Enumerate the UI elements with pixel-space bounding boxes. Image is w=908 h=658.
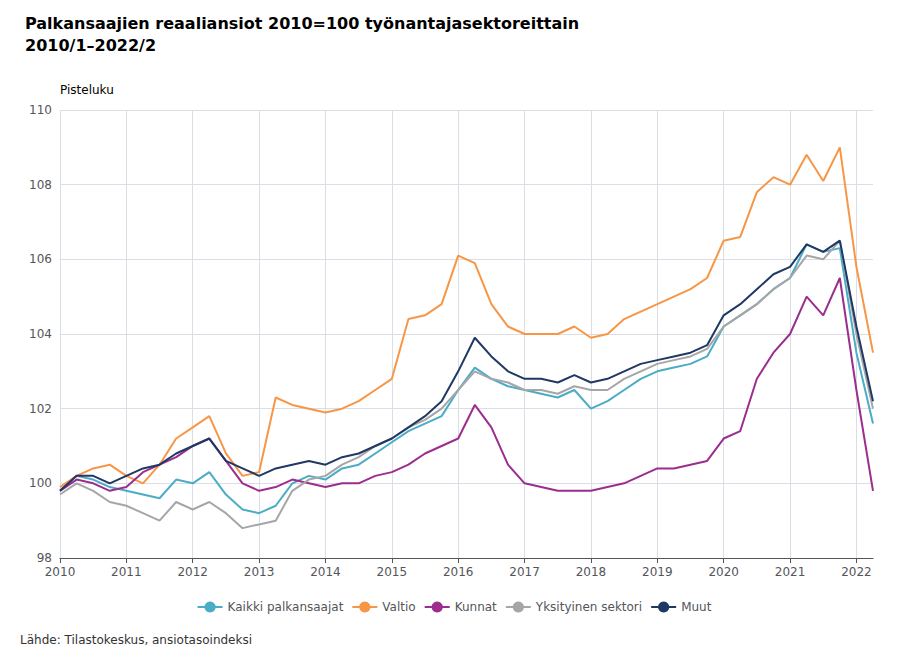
- svg-text:2016: 2016: [443, 565, 474, 579]
- svg-text:Valtio: Valtio: [382, 600, 415, 614]
- svg-text:2010: 2010: [45, 565, 76, 579]
- svg-text:2022: 2022: [841, 565, 872, 579]
- svg-text:Yksityinen sektori: Yksityinen sektori: [535, 600, 642, 614]
- svg-text:2015: 2015: [377, 565, 408, 579]
- svg-text:2020: 2020: [708, 565, 739, 579]
- svg-text:Pisteluku: Pisteluku: [60, 83, 114, 97]
- svg-text:Palkansaajien reaaliansiot 201: Palkansaajien reaaliansiot 2010=100 työn…: [25, 14, 579, 33]
- svg-text:Kunnat: Kunnat: [455, 600, 497, 614]
- svg-text:102: 102: [29, 402, 52, 416]
- svg-text:2011: 2011: [111, 565, 142, 579]
- svg-text:2014: 2014: [310, 565, 341, 579]
- svg-text:2017: 2017: [509, 565, 540, 579]
- svg-text:98: 98: [37, 551, 52, 565]
- svg-text:104: 104: [29, 327, 52, 341]
- svg-text:2021: 2021: [775, 565, 806, 579]
- svg-text:Lähde: Tilastokeskus, ansiotas: Lähde: Tilastokeskus, ansiotasoindeksi: [20, 633, 252, 647]
- svg-text:2013: 2013: [244, 565, 275, 579]
- svg-text:100: 100: [29, 476, 52, 490]
- svg-text:Kaikki palkansaajat: Kaikki palkansaajat: [228, 600, 344, 614]
- svg-text:2019: 2019: [642, 565, 673, 579]
- svg-text:2010/1–2022/2: 2010/1–2022/2: [25, 36, 156, 55]
- svg-text:110: 110: [29, 103, 52, 117]
- svg-text:2018: 2018: [576, 565, 607, 579]
- svg-text:106: 106: [29, 252, 52, 266]
- svg-text:108: 108: [29, 178, 52, 192]
- svg-text:Muut: Muut: [681, 600, 712, 614]
- svg-text:2012: 2012: [177, 565, 208, 579]
